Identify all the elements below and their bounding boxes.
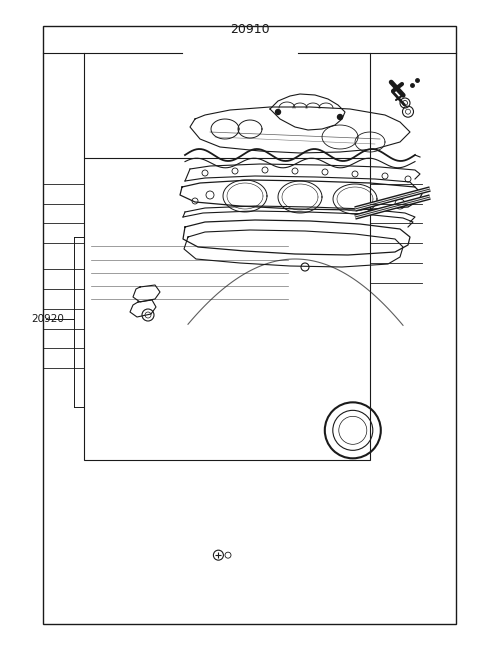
Circle shape <box>276 110 280 114</box>
Bar <box>43 26 456 624</box>
Text: 20910: 20910 <box>230 23 269 36</box>
Text: 20920: 20920 <box>31 313 64 324</box>
Bar <box>84 158 370 460</box>
Circle shape <box>337 114 343 120</box>
